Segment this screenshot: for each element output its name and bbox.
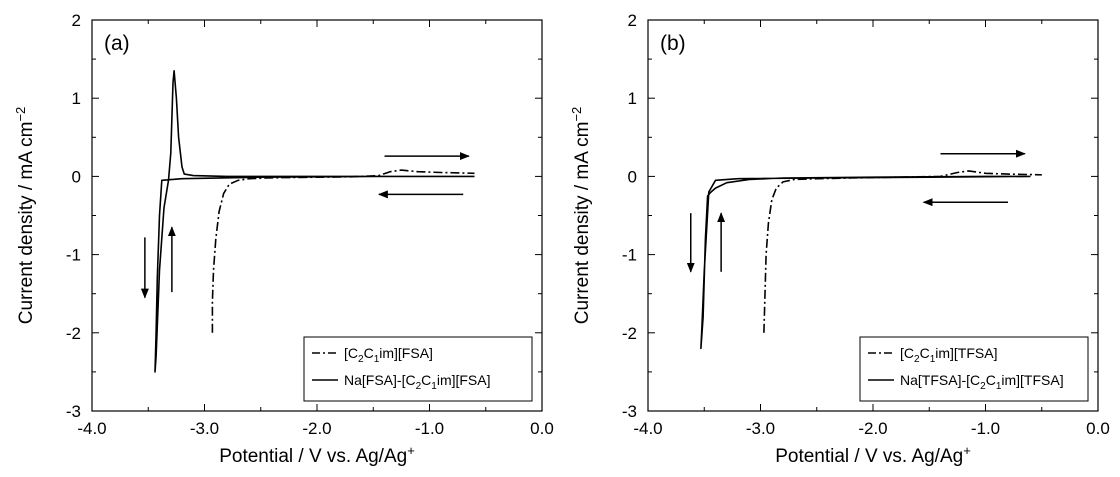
y-tick-label: 0 xyxy=(72,167,81,186)
x-tick-label: 0.0 xyxy=(530,419,554,438)
series-line-2 xyxy=(154,70,475,373)
x-tick-label: -3.0 xyxy=(190,419,219,438)
x-tick-label: -3.0 xyxy=(746,419,775,438)
legend-entry: Na[FSA]-[C2C1im][FSA] xyxy=(344,372,491,392)
y-tick-label: -1 xyxy=(66,246,81,265)
panel-b: -4.0 -3.0 -2.0 -1.0 0.0 -3 -2 -1 0 1 2 Potential / … xyxy=(569,11,1110,467)
series-line-2 xyxy=(700,175,1031,350)
y-tick-label: -3 xyxy=(66,402,81,421)
y-tick-label: -1 xyxy=(622,246,637,265)
legend-entry: [C2C1im][FSA] xyxy=(344,345,433,365)
y-tick-label: -3 xyxy=(622,402,637,421)
y-tick-label: 2 xyxy=(72,11,81,30)
panel-a: -4.0 -3.0 -2.0 -1.0 0.0 -3 -2 -1 0 1 2 Potential / … xyxy=(13,11,554,467)
y-axis-label: Current density / mA cm−2 xyxy=(13,107,37,325)
y-tick-label: 2 xyxy=(628,11,637,30)
y-tick-label: -2 xyxy=(66,324,81,343)
x-tick-label: -1.0 xyxy=(415,419,444,438)
panel-label: (a) xyxy=(104,32,130,55)
y-tick-label: 1 xyxy=(72,89,81,108)
y-tick-label: 1 xyxy=(628,89,637,108)
x-tick-label: -1.0 xyxy=(971,419,1000,438)
legend-entry: [C2C1im][TFSA] xyxy=(900,345,997,365)
x-tick-label: -2.0 xyxy=(858,419,887,438)
legend: [C2C1im][TFSA] Na[TFSA]-[C2C1im][TFSA] xyxy=(859,336,1089,402)
series-line-1 xyxy=(211,169,475,333)
y-axis-label: Current density / mA cm−2 xyxy=(569,107,593,325)
x-axis-label: Potential / V vs. Ag/Ag+ xyxy=(219,443,415,467)
x-tick-label: 0.0 xyxy=(1086,419,1110,438)
x-axis-label: Potential / V vs. Ag/Ag+ xyxy=(775,443,971,467)
panel-label: (b) xyxy=(660,32,686,55)
x-tick-label: -4.0 xyxy=(77,419,106,438)
x-tick-label: -4.0 xyxy=(633,419,662,438)
y-tick-label: 0 xyxy=(628,167,637,186)
series-line-1 xyxy=(763,170,1042,333)
legend-box xyxy=(859,336,1089,402)
x-tick-label: -2.0 xyxy=(302,419,331,438)
legend: [C2C1im][FSA] Na[FSA]-[C2C1im][FSA] xyxy=(303,336,533,402)
legend-entry: Na[TFSA]-[C2C1im][TFSA] xyxy=(900,372,1064,392)
y-tick-label: -2 xyxy=(622,324,637,343)
legend-box xyxy=(303,336,533,402)
